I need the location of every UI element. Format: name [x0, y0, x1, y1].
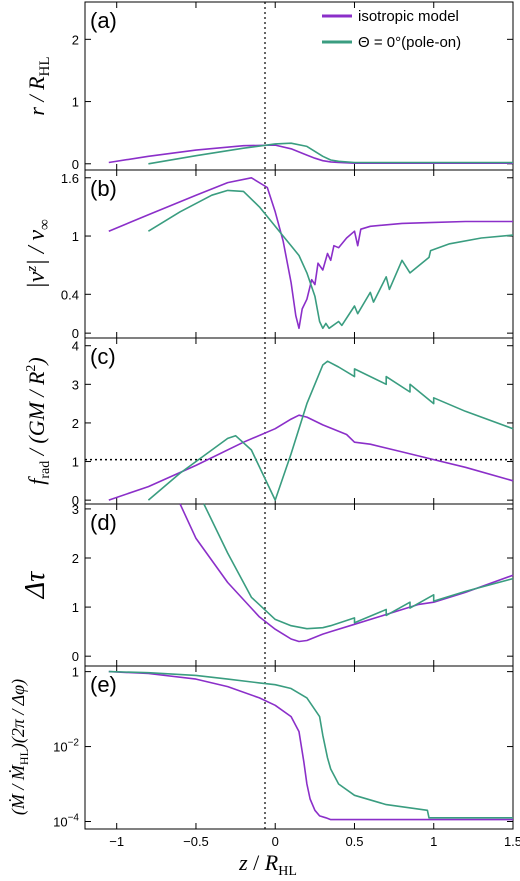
panel-a-label: (a) — [90, 8, 117, 33]
panel-e-series-isotropic — [108, 670, 513, 821]
panel-a-series-pole-on — [148, 142, 513, 165]
panel-b-ytick-label: 0 — [72, 326, 79, 341]
panel-d-ytick-label: 1 — [72, 600, 79, 615]
panel-a-ytick-label: 0 — [72, 157, 79, 172]
panel-a-ytick-label: 1 — [72, 95, 79, 110]
panel-d-ylabel: Δτ — [20, 571, 51, 599]
panel-c-ytick-label: 3 — [72, 377, 79, 392]
panel-b-series-pole-on — [147, 189, 514, 330]
panel-e-ytick-label: 10−2 — [53, 738, 79, 755]
legend-label-pole-on: Θ = 0°(pole-on) — [358, 34, 461, 51]
panel-e-ylabel: (Ṁ / ṀHL)(2π / Δφ) — [8, 679, 31, 815]
x-tick-label: 1 — [430, 834, 437, 849]
panel-b-ylabel: |vz| / v∞ — [24, 219, 53, 289]
panel-e-ytick-label: 1 — [72, 665, 79, 680]
panel-d-ytick-label: 0 — [72, 649, 79, 664]
panel-c-ytick-label: 1 — [72, 455, 79, 470]
panel-e-frame — [84, 665, 514, 830]
panel-c-series-isotropic — [108, 414, 514, 501]
panel-b-ytick-label: 1 — [72, 229, 79, 244]
panel-b-label: (b) — [90, 176, 117, 201]
x-tick-label: 0.5 — [345, 834, 363, 849]
panel-e-label: (e) — [90, 672, 117, 697]
panel-c-label: (c) — [90, 344, 116, 369]
x-tick-label: 1.5 — [504, 834, 520, 849]
panel-d-series-pole-on — [203, 503, 514, 630]
panel-a-ylabel: r / RHL — [24, 56, 53, 115]
panel-d-ytick-label: 3 — [72, 502, 79, 517]
panel-b-ytick-label: 1.6 — [61, 171, 79, 186]
panel-c-ytick-label: 2 — [72, 416, 79, 431]
panel-c-series-pole-on — [147, 360, 514, 501]
panel-e-ytick-label: 10−4 — [53, 813, 79, 830]
x-tick-label: −0.5 — [183, 834, 209, 849]
panel-e-series-pole-on — [108, 670, 513, 819]
panel-b-frame — [84, 169, 514, 339]
panel-a-ytick-label: 2 — [72, 32, 79, 47]
x-tick-label: 0 — [272, 834, 279, 849]
panel-c-frame — [84, 337, 514, 505]
legend-label-isotropic: isotropic model — [358, 8, 459, 25]
panel-d-series-isotropic — [179, 503, 514, 643]
panel-c-ytick-label: 0 — [72, 493, 79, 508]
panel-c-ytick-label: 4 — [72, 339, 79, 354]
legend: isotropic model Θ = 0°(pole-on) — [322, 8, 461, 51]
x-tick-label: −1 — [109, 834, 124, 849]
x-axis-label: z / RHL — [238, 850, 297, 879]
panel-b-ytick-label: 0.4 — [61, 287, 79, 302]
panel-d-label: (d) — [90, 510, 117, 535]
panel-d-ytick-label: 2 — [72, 551, 79, 566]
panel-c-ylabel: frad / (GM / R2) — [24, 357, 53, 485]
panel-b-series-isotropic — [108, 177, 513, 330]
